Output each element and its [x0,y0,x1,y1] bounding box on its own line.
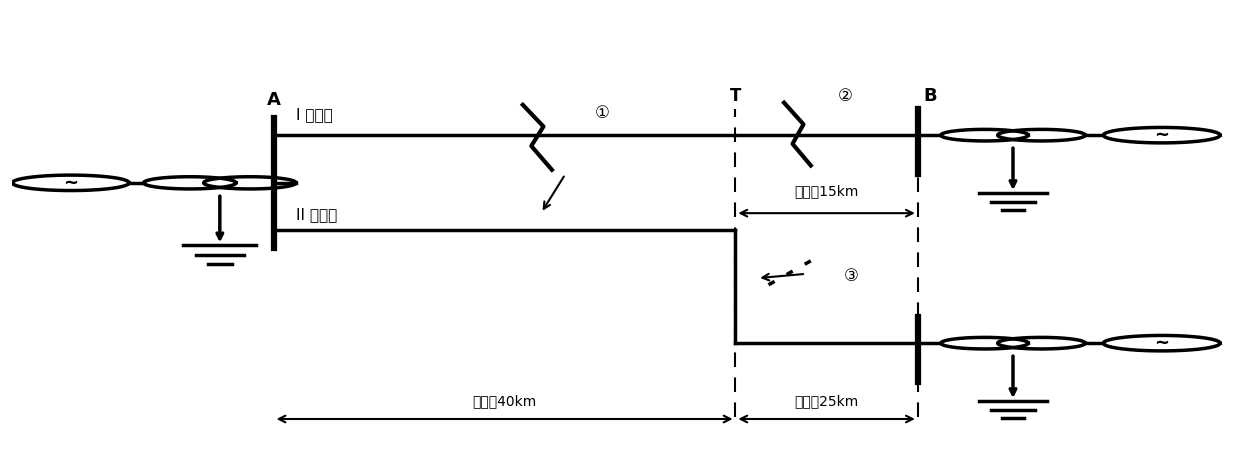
Text: II 回线路: II 回线路 [295,207,337,222]
Text: 线路长15km: 线路长15km [795,184,859,198]
Text: B: B [924,87,937,105]
Text: ~: ~ [1154,334,1169,352]
Text: I 回线路: I 回线路 [295,107,332,122]
Text: ①: ① [594,105,609,123]
Text: A: A [267,91,280,109]
Text: ~: ~ [1154,126,1169,144]
Text: T: T [730,87,742,105]
Text: ③: ③ [843,267,858,285]
Text: ②: ② [837,87,852,105]
Text: 线路长25km: 线路长25km [795,394,859,408]
Text: 线路长40km: 线路长40km [472,394,537,408]
Text: ~: ~ [63,174,78,192]
